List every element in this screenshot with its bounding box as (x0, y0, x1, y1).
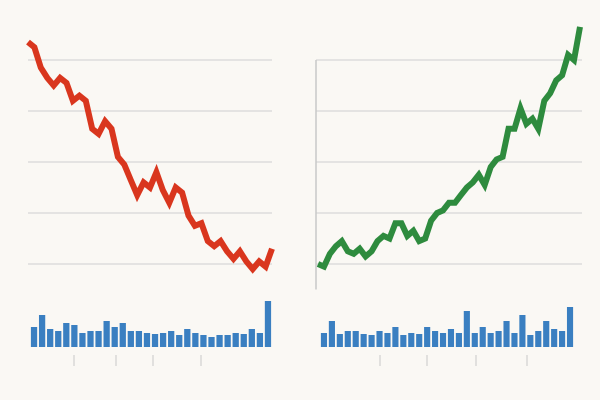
volume-bar (127, 331, 134, 347)
volume-bar (487, 333, 494, 347)
volume-bar (176, 335, 183, 347)
volume-bar (527, 335, 534, 347)
volume-bar (416, 334, 423, 347)
volume-bar (559, 331, 566, 347)
volume-bar (159, 333, 167, 347)
volume-bar (143, 333, 151, 347)
volume-bar (192, 333, 199, 347)
volume-bar (151, 334, 159, 347)
volume-bar (168, 331, 175, 347)
volume-bar (439, 333, 447, 347)
price-line (26, 39, 275, 274)
volume-bar (30, 327, 38, 347)
volume-bar (519, 315, 526, 347)
volume-bar (336, 334, 343, 347)
volume-bar (256, 333, 264, 347)
volume-bar (535, 331, 542, 347)
volume-bar (135, 331, 143, 347)
volume-bar (103, 321, 110, 347)
volume-bar (71, 325, 78, 347)
volume-bar (248, 329, 255, 347)
volume-bar (392, 327, 399, 347)
volume-bar (376, 331, 383, 347)
volume-bar (328, 321, 335, 347)
volume-bar (38, 315, 46, 347)
volume-bar (95, 331, 102, 347)
volume-bar (200, 335, 207, 347)
volume-bar (240, 334, 247, 347)
volume-bar (232, 333, 239, 347)
price-line (316, 26, 583, 271)
volume-bar (216, 335, 223, 347)
volume-bar (63, 323, 70, 347)
volume-bar (566, 307, 574, 347)
volume-bar (551, 329, 558, 347)
volume-bar (424, 327, 431, 347)
volume-bar (384, 333, 391, 347)
volume-bar (352, 331, 359, 347)
volume-bar (408, 333, 415, 347)
volume-bar (543, 321, 550, 347)
volume-bar (503, 321, 510, 347)
volume-bar (184, 329, 191, 347)
volume-bar (264, 301, 272, 347)
volume-bar (455, 333, 462, 347)
volume-bar (111, 327, 118, 347)
volume-bar (320, 333, 328, 347)
volume-bar (447, 329, 455, 347)
volume-bar (47, 329, 54, 347)
volume-bar (87, 331, 94, 347)
volume-bar (368, 335, 375, 347)
volume-bar (400, 335, 407, 347)
volume-bar (55, 331, 62, 347)
volume-bar (479, 327, 486, 347)
volume-bar (208, 337, 215, 347)
x-ticks (73, 355, 528, 366)
volume-bar (119, 323, 126, 347)
volume-bar (463, 311, 470, 347)
volume-bar (360, 334, 367, 347)
volume-bar (495, 331, 502, 347)
volume-bar (432, 331, 439, 347)
volume-bar (471, 333, 478, 347)
volume-bar (344, 331, 351, 347)
volume-bar (79, 333, 86, 347)
volume-bar (511, 333, 518, 347)
volume-bar (224, 335, 231, 347)
